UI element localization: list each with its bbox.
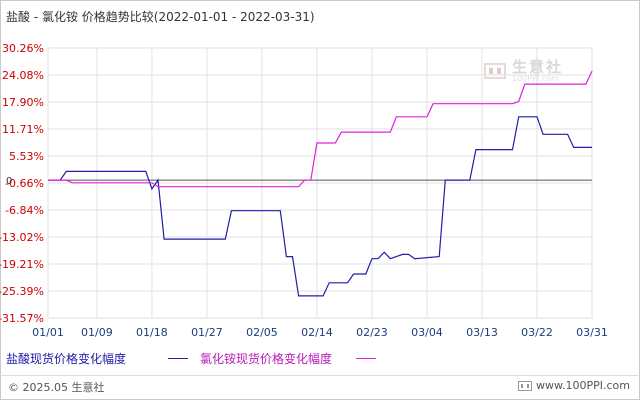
x-tick-label: 02/14 — [301, 326, 333, 339]
footer-url: www.100PPI.com — [518, 379, 630, 392]
x-tick-label: 02/23 — [356, 326, 388, 339]
x-tick-label: 01/09 — [81, 326, 113, 339]
x-tick-label: 03/22 — [521, 326, 553, 339]
y-tick-label: -6.84% — [5, 204, 44, 217]
y-tick-label: 24.08% — [2, 69, 44, 82]
ppi-small-logo-icon — [518, 381, 533, 391]
legend-swatch-series1 — [168, 358, 188, 359]
legend-label-series2: 氯化铵现货价格变化幅度 — [200, 352, 333, 366]
x-axis-ticks: 01/01 01/09 01/18 01/27 02/05 02/14 02/23 03/04… — [32, 326, 608, 339]
y-tick-label: 11.71% — [2, 123, 44, 136]
ppi-logo-icon — [484, 63, 506, 79]
x-tick-label: 03/13 — [466, 326, 498, 339]
y-tick-label: 30.26% — [2, 42, 44, 55]
series-lines — [48, 70, 593, 297]
y-zero-label: 0 — [6, 176, 12, 187]
line-chart: 30.26% 24.08% 17.90% 11.71% 5.53% -0.66% -6.84… — [0, 42, 608, 339]
footer-url-text: www.100PPI.com — [536, 379, 630, 392]
y-tick-label: 17.90% — [2, 96, 44, 109]
x-tick-label: 03/31 — [576, 326, 608, 339]
grid-lines — [47, 47, 593, 319]
x-tick-label: 02/05 — [246, 326, 278, 339]
y-axis-ticks: 30.26% 24.08% 17.90% 11.71% 5.53% -0.66% -6.84… — [0, 42, 44, 325]
x-tick-label: 01/18 — [136, 326, 168, 339]
y-tick-label: -13.02% — [0, 231, 44, 244]
legend-label-series1: 盐酸现货价格变化幅度 — [6, 352, 127, 366]
x-tick-label: 01/27 — [191, 326, 223, 339]
y-tick-label: -19.21% — [0, 258, 44, 271]
chart-title: 盐酸 - 氯化铵 价格趋势比较(2022-01-01 - 2022-03-31) — [6, 10, 315, 24]
series-line-1 — [48, 116, 592, 297]
x-tick-label: 01/01 — [32, 326, 64, 339]
y-tick-label: -0.66% — [5, 177, 44, 190]
y-tick-label: -25.39% — [0, 285, 44, 298]
series-line-2 — [48, 70, 593, 188]
legend-swatch-series2 — [356, 358, 376, 359]
footer-divider — [0, 375, 638, 376]
footer-copyright: © 2025.05 生意社 — [8, 381, 105, 394]
watermark-url: 100PPI.com — [512, 74, 559, 83]
y-tick-label: 5.53% — [9, 150, 44, 163]
x-tick-label: 03/04 — [411, 326, 443, 339]
y-tick-label: -31.57% — [0, 312, 44, 325]
